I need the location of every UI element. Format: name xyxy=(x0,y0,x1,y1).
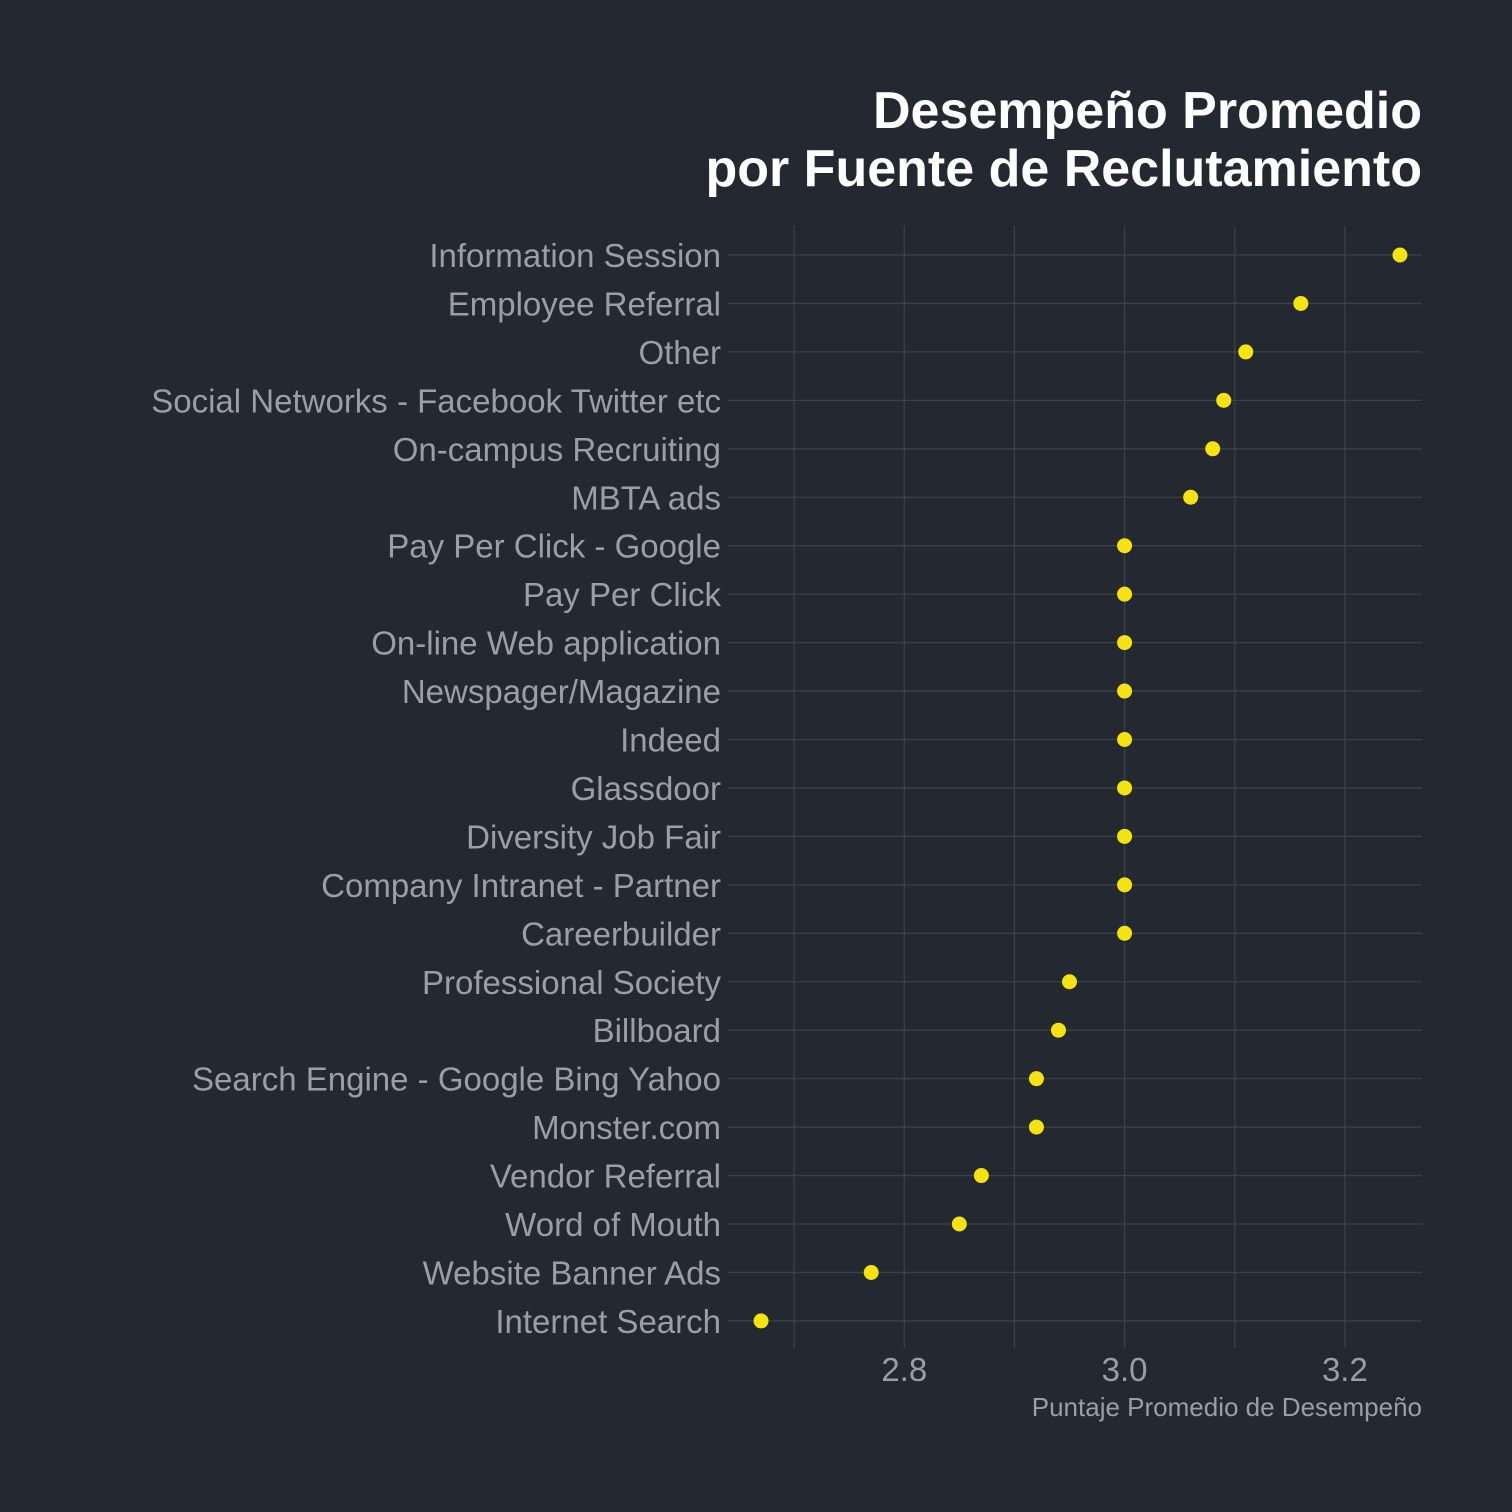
category-label: Word of Mouth xyxy=(505,1206,721,1243)
category-label: Employee Referral xyxy=(448,285,721,322)
category-label: On-line Web application xyxy=(371,625,721,662)
data-point xyxy=(1028,1119,1044,1135)
category-label: Search Engine - Google Bing Yahoo xyxy=(192,1061,721,1098)
data-point xyxy=(863,1264,879,1280)
category-label: Monster.com xyxy=(532,1109,721,1146)
data-point xyxy=(1392,247,1408,263)
category-label: On-campus Recruiting xyxy=(393,431,721,468)
category-label: Careerbuilder xyxy=(521,915,721,952)
data-point xyxy=(1117,683,1133,699)
category-label: Website Banner Ads xyxy=(423,1254,721,1291)
chart-title-line-2: por Fuente de Reclutamiento xyxy=(705,140,1422,198)
data-point xyxy=(1216,392,1232,408)
data-point xyxy=(1117,877,1133,893)
category-label: Internet Search xyxy=(495,1303,721,1340)
data-point xyxy=(1183,489,1199,505)
category-label: Glassdoor xyxy=(571,770,721,807)
data-point xyxy=(1117,925,1133,941)
data-point xyxy=(951,1216,967,1232)
data-point xyxy=(1117,538,1133,554)
x-tick-label: 3.0 xyxy=(1102,1351,1148,1388)
category-label: Professional Society xyxy=(422,964,721,1001)
data-point xyxy=(1117,732,1133,747)
category-label: Newspager/Magazine xyxy=(402,673,721,710)
chart-title-line-1: Desempeño Promedio xyxy=(873,82,1422,140)
category-label: Indeed xyxy=(620,722,721,759)
data-point xyxy=(1117,780,1133,796)
category-label: Pay Per Click - Google xyxy=(387,528,721,565)
category-label: Other xyxy=(638,334,721,371)
data-point xyxy=(1061,974,1077,990)
x-tick-label: 2.8 xyxy=(881,1351,927,1388)
category-labels: Information Session Employee Referral Othe… xyxy=(151,237,721,1340)
data-point xyxy=(1205,441,1221,457)
x-tick-label: 3.2 xyxy=(1322,1351,1368,1388)
data-point xyxy=(1117,586,1133,602)
data-point xyxy=(1238,344,1254,360)
category-label: Diversity Job Fair xyxy=(466,818,721,855)
data-point xyxy=(1293,295,1309,311)
data-point xyxy=(1028,1071,1044,1087)
x-axis-title: Puntaje Promedio de Desempeño xyxy=(1032,1392,1422,1422)
category-label: Vendor Referral xyxy=(490,1158,721,1195)
data-point xyxy=(1050,1022,1066,1038)
category-label: Billboard xyxy=(593,1012,721,1049)
x-axis-ticks: 2.8 3.0 3.2 xyxy=(881,1351,1368,1388)
data-point xyxy=(1117,828,1133,844)
category-label: MBTA ads xyxy=(571,479,721,516)
category-label: Pay Per Click xyxy=(523,576,722,613)
data-points xyxy=(753,247,1408,1329)
data-point xyxy=(973,1168,989,1184)
data-point xyxy=(1117,635,1133,651)
category-label: Information Session xyxy=(429,237,721,274)
grid xyxy=(728,226,1422,1348)
category-label: Company Intranet - Partner xyxy=(321,867,721,904)
data-point xyxy=(753,1313,769,1329)
category-label: Social Networks - Facebook Twitter etc xyxy=(151,382,721,419)
